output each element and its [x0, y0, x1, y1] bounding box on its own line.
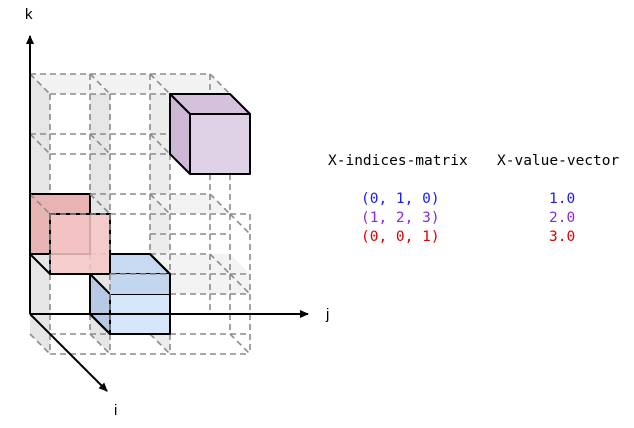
blue-cube-upper-front — [110, 274, 170, 294]
values-header: X-value-vector — [497, 153, 619, 169]
purple-cube — [169, 93, 251, 175]
index-row-1: (0, 1, 0) — [361, 191, 440, 207]
j-axis-label: j — [325, 306, 329, 323]
index-row-2: (1, 2, 3) — [361, 210, 440, 226]
purple-cube-front — [189, 113, 251, 175]
index-row-3: (0, 0, 1) — [361, 229, 440, 245]
i-axis-label: i — [114, 402, 117, 419]
grid-top-slab — [30, 74, 230, 94]
value-row-3: 3.0 — [549, 229, 575, 245]
red-cube-front — [49, 213, 111, 275]
value-row-1: 1.0 — [549, 191, 575, 207]
value-row-2: 2.0 — [549, 210, 575, 226]
indices-header: X-indices-matrix — [328, 153, 468, 169]
k-axis-label: k — [25, 6, 33, 23]
axes — [26, 35, 309, 392]
i-axis — [29, 313, 108, 392]
blue-cube-dashes — [109, 273, 170, 334]
